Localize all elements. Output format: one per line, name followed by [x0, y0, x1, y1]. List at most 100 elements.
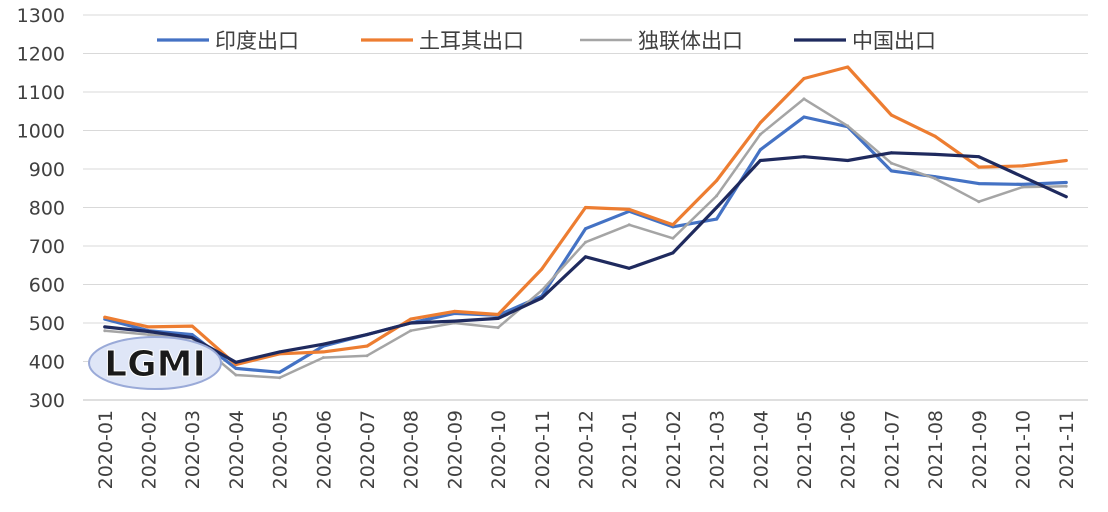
legend-label-3: 独联体出口 — [638, 29, 743, 53]
data-point — [715, 179, 719, 183]
x-tick-label: 2020-12 — [576, 410, 598, 489]
x-tick-label: 2020-06 — [313, 410, 335, 489]
data-point — [278, 350, 282, 354]
data-point — [802, 97, 806, 101]
data-point — [321, 356, 325, 360]
data-point — [409, 321, 413, 325]
y-tick-label: 500 — [29, 313, 65, 335]
legend-label-1: 印度出口 — [215, 29, 299, 53]
data-point — [409, 329, 413, 333]
data-point — [627, 223, 631, 227]
data-point — [234, 366, 238, 370]
data-point — [365, 344, 369, 348]
data-point — [147, 330, 150, 333]
x-tick-label: 2020-10 — [488, 410, 510, 489]
legend-label-4: 中国出口 — [852, 29, 936, 53]
x-tick-label: 2021-09 — [969, 410, 991, 489]
data-point — [365, 333, 369, 337]
series-lines — [103, 65, 1068, 380]
data-point — [802, 115, 806, 119]
data-point — [977, 182, 981, 186]
data-point — [671, 236, 675, 240]
x-tick-label: 2020-05 — [270, 410, 292, 489]
series-line-2 — [103, 65, 1068, 367]
data-point — [496, 326, 500, 330]
data-point — [758, 121, 762, 125]
data-point — [802, 155, 806, 159]
data-point — [409, 317, 413, 321]
data-point — [715, 217, 719, 221]
data-point — [540, 288, 544, 292]
x-tick-label: 2021-04 — [750, 410, 772, 489]
x-tick-label: 2020-03 — [182, 410, 204, 489]
y-tick-label: 1000 — [17, 121, 65, 143]
data-point — [190, 324, 194, 328]
data-point — [1021, 164, 1024, 168]
x-tick-label: 2020-11 — [532, 410, 554, 489]
data-point — [1064, 184, 1068, 188]
x-tick-label: 2020-07 — [357, 410, 379, 489]
y-tick-label: 1100 — [17, 82, 65, 104]
data-point — [584, 206, 587, 209]
data-point — [540, 267, 544, 271]
data-point — [715, 206, 719, 209]
data-point — [802, 77, 806, 80]
data-point — [1064, 159, 1068, 162]
y-tick-label: 700 — [29, 236, 65, 258]
watermark-logo: LGMI — [88, 336, 222, 390]
data-point — [977, 165, 981, 169]
y-tick-label: 1200 — [17, 44, 65, 66]
series-line-3 — [103, 97, 1068, 379]
data-point — [846, 124, 850, 128]
data-point — [1021, 182, 1024, 186]
y-axis: 300 400 500 600 700 800 900 1000 1100 1200 1300 — [17, 5, 65, 412]
data-point — [1021, 175, 1024, 179]
data-point — [889, 169, 893, 173]
data-point — [103, 325, 107, 329]
x-tick-label: 2020-02 — [139, 410, 161, 489]
data-point — [933, 134, 937, 138]
data-point — [278, 370, 282, 374]
data-point — [584, 240, 587, 244]
legend-label-2: 土耳其出口 — [419, 29, 524, 53]
data-point — [103, 329, 107, 333]
data-point — [190, 333, 194, 337]
data-point — [715, 194, 719, 198]
data-point — [758, 159, 762, 162]
data-point — [977, 200, 981, 204]
data-point — [103, 315, 107, 319]
x-tick-label: 2021-10 — [1012, 410, 1034, 489]
data-point — [234, 363, 238, 367]
data-point — [452, 309, 456, 313]
x-tick-label: 2021-01 — [619, 410, 641, 489]
data-point — [758, 132, 762, 136]
data-point — [627, 266, 631, 270]
y-tick-label: 800 — [29, 198, 65, 220]
data-point — [671, 251, 675, 255]
y-tick-label: 400 — [29, 352, 65, 374]
data-point — [190, 336, 194, 340]
x-tick-label: 2021-11 — [1056, 410, 1078, 489]
data-point — [671, 223, 675, 227]
data-point — [584, 227, 587, 231]
data-point — [1064, 181, 1068, 184]
data-point — [496, 316, 500, 320]
x-tick-label: 2021-06 — [838, 410, 860, 489]
data-point — [977, 155, 981, 159]
data-point — [889, 161, 893, 165]
x-tick-label: 2021-08 — [925, 410, 947, 489]
data-point — [321, 342, 325, 346]
y-tick-label: 300 — [29, 390, 65, 412]
data-point — [234, 360, 238, 364]
data-point — [234, 373, 238, 377]
x-tick-label: 2020-09 — [444, 410, 466, 489]
x-tick-label: 2021-07 — [881, 410, 903, 489]
x-tick-label: 2021-02 — [663, 410, 685, 489]
y-tick-label: 600 — [29, 275, 65, 297]
y-tick-label: 1300 — [17, 5, 65, 27]
data-point — [365, 354, 369, 358]
data-point — [758, 148, 762, 152]
data-point — [321, 350, 325, 354]
data-point — [278, 376, 282, 380]
x-tick-label: 2020-08 — [401, 410, 423, 489]
